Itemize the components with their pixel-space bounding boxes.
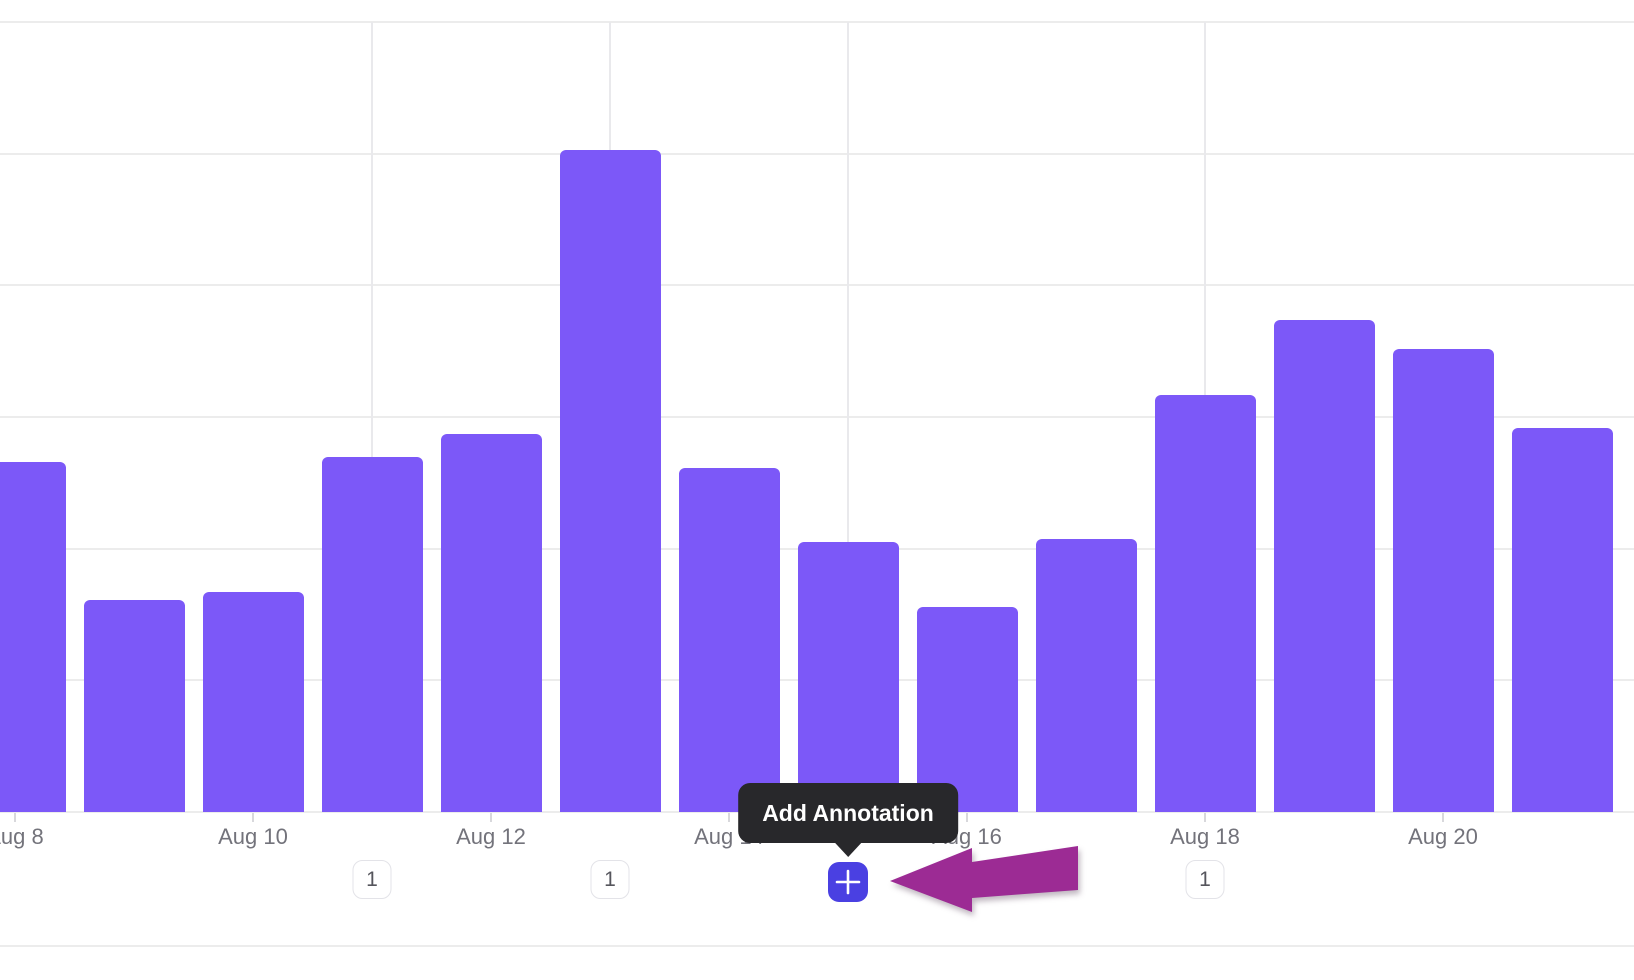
axis-tick xyxy=(14,813,16,822)
axis-tick xyxy=(1204,813,1206,822)
bar-aug-20[interactable] xyxy=(1392,348,1494,812)
plus-icon xyxy=(828,862,868,902)
axis-label-aug-12: Aug 12 xyxy=(456,824,526,849)
axis-tick xyxy=(966,813,968,822)
bar-aug-13[interactable] xyxy=(559,149,661,812)
axis-tick xyxy=(490,813,492,822)
bar-aug-10[interactable] xyxy=(202,592,304,812)
add-annotation-tooltip: Add Annotation xyxy=(738,783,958,857)
bar-aug-17[interactable] xyxy=(1035,539,1137,812)
add-annotation-button[interactable] xyxy=(828,862,868,902)
gridline-horizontal xyxy=(0,21,1634,23)
gridline-vertical xyxy=(371,22,373,812)
bar-aug-21[interactable] xyxy=(1511,427,1613,812)
bar-aug-16[interactable] xyxy=(916,606,1018,812)
bar-aug-14[interactable] xyxy=(678,468,780,812)
tooltip-caret xyxy=(834,843,861,857)
bar-aug-15[interactable] xyxy=(797,542,899,812)
tooltip-label: Add Annotation xyxy=(762,799,934,826)
axis-tick xyxy=(728,813,730,822)
axis-tick xyxy=(252,813,254,822)
gridline-horizontal xyxy=(0,416,1634,418)
bar-aug-8[interactable] xyxy=(0,461,66,812)
left-arrow-icon xyxy=(880,800,1080,915)
axis-label-aug-8: Aug 8 xyxy=(0,824,44,849)
gridline-horizontal xyxy=(0,284,1634,287)
axis-label-aug-18: Aug 18 xyxy=(1170,824,1240,849)
section-divider xyxy=(0,945,1634,947)
axis-label-aug-20: Aug 20 xyxy=(1408,824,1478,849)
axis-tick xyxy=(1442,813,1444,822)
bar-aug-18[interactable] xyxy=(1154,394,1256,812)
bar-aug-19[interactable] xyxy=(1273,319,1375,812)
annotation-badge-aug-18[interactable]: 1 xyxy=(1185,860,1225,899)
annotation-badge-aug-13[interactable]: 1 xyxy=(590,860,630,899)
bar-aug-12[interactable] xyxy=(440,434,542,812)
bar-aug-9[interactable] xyxy=(83,600,185,812)
gridline-vertical xyxy=(847,22,849,812)
axis-label-aug-10: Aug 10 xyxy=(218,824,288,849)
annotation-badge-aug-11[interactable]: 1 xyxy=(352,860,392,899)
bar-aug-11[interactable] xyxy=(321,456,423,812)
gridline-horizontal xyxy=(0,152,1634,155)
arrow-shape xyxy=(890,846,1078,912)
